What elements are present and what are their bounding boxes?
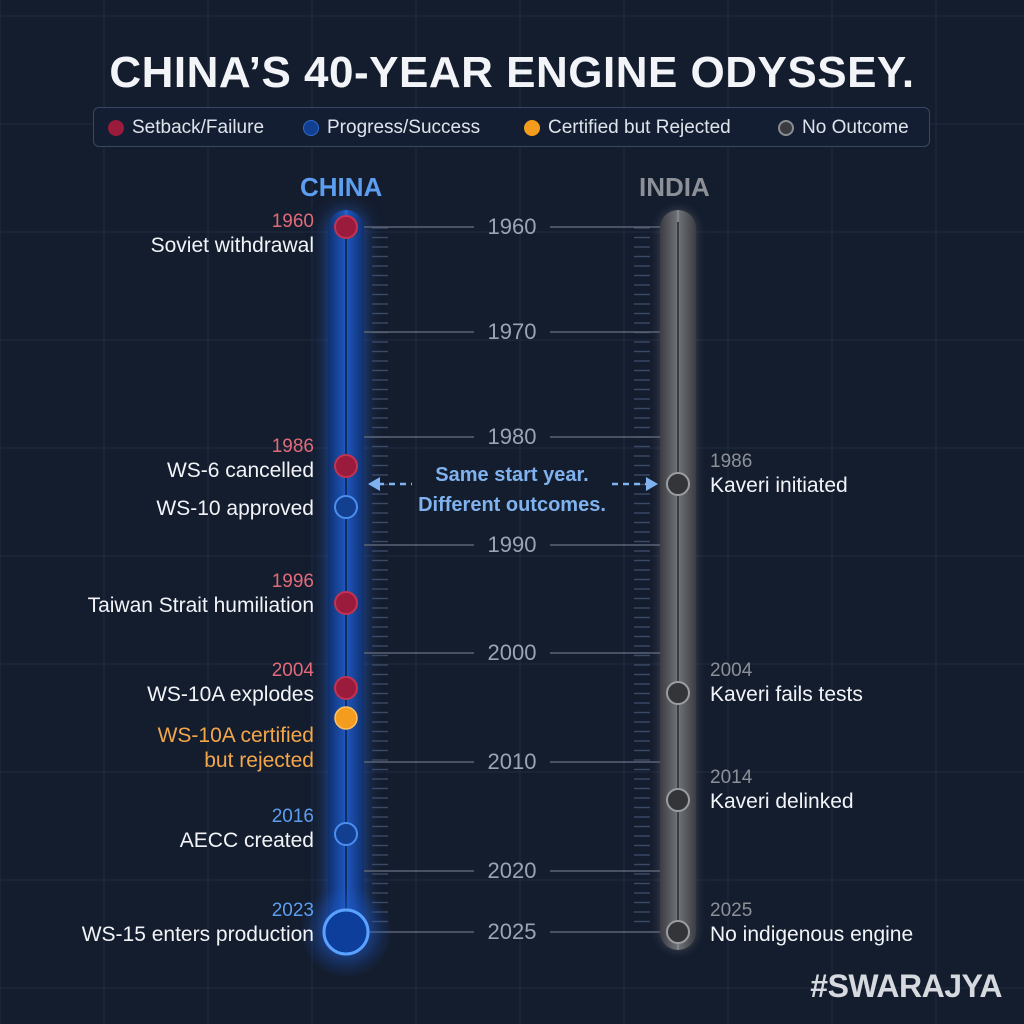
legend-label: Certified but Rejected xyxy=(548,117,731,138)
china-event-label: Taiwan Strait humiliation xyxy=(87,594,314,617)
year-axis-label: 2010 xyxy=(487,749,537,774)
annotation-line: Same start year. xyxy=(435,464,589,486)
event-year: 1986 xyxy=(271,436,314,457)
no-outcome-marker xyxy=(666,472,690,496)
india-event-label: No indigenous engine xyxy=(710,923,914,946)
year-axis-label: 1960 xyxy=(487,214,537,239)
legend-label: Setback/Failure xyxy=(132,117,265,138)
china-event-label-rejected: WS-10A certified xyxy=(157,724,314,747)
event-year: 2004 xyxy=(271,660,314,681)
infographic-title: CHINA’S 40-YEAR ENGINE ODYSSEY. xyxy=(109,48,915,97)
event-year: 1986 xyxy=(710,451,753,472)
setback-marker xyxy=(334,591,358,615)
swarajya-watermark: #SWARAJYA xyxy=(810,968,1002,1004)
no-outcome-marker xyxy=(666,788,690,812)
rejected-dot-icon xyxy=(524,120,540,136)
china-event-label-rejected: but rejected xyxy=(204,749,314,772)
setback-marker xyxy=(334,215,358,239)
year-axis-label: 2025 xyxy=(487,919,537,944)
comparison-annotation: Same start year. Different outcomes. xyxy=(400,460,624,520)
year-axis-label: 1970 xyxy=(487,319,537,344)
india-event-label: Kaveri initiated xyxy=(710,474,848,497)
legend-item-no-outcome: No Outcome xyxy=(778,108,909,148)
china-column-heading: CHINA xyxy=(300,172,383,202)
india-column-heading: INDIA xyxy=(639,172,710,202)
no-outcome-marker xyxy=(666,920,690,944)
event-year: 2014 xyxy=(710,767,753,788)
india-event-label: Kaveri delinked xyxy=(710,790,854,813)
china-event-label: WS-10A explodes xyxy=(147,683,314,706)
china-event-label: WS-15 enters production xyxy=(81,923,314,946)
setback-marker xyxy=(334,676,358,700)
major-progress-marker xyxy=(322,908,370,956)
legend-label: Progress/Success xyxy=(327,117,481,138)
india-event-label: Kaveri fails tests xyxy=(710,683,863,706)
event-year: 2004 xyxy=(710,660,753,681)
event-year: 1996 xyxy=(271,571,314,592)
event-year: 2023 xyxy=(271,900,314,921)
year-axis-label: 1980 xyxy=(487,424,537,449)
no-outcome-marker xyxy=(666,681,690,705)
legend-item-setback: Setback/Failure xyxy=(108,108,264,148)
annotation-line: Different outcomes. xyxy=(418,494,606,516)
progress-marker xyxy=(334,495,358,519)
year-axis-label: 2020 xyxy=(487,858,537,883)
setback-dot-icon xyxy=(108,120,124,136)
year-axis-label: 1990 xyxy=(487,532,537,557)
event-year: 2025 xyxy=(710,900,753,921)
china-event-label: WS-10 approved xyxy=(156,497,314,520)
china-event-label: AECC created xyxy=(179,829,314,852)
event-year: 1960 xyxy=(271,211,314,232)
legend-label: No Outcome xyxy=(802,117,909,138)
china-event-label: Soviet withdrawal xyxy=(150,234,314,257)
legend: Setback/Failure Progress/Success Certifi… xyxy=(93,107,930,147)
no-outcome-dot-icon xyxy=(778,120,794,136)
setback-marker xyxy=(334,454,358,478)
legend-item-rejected: Certified but Rejected xyxy=(524,108,731,148)
year-axis-label: 2000 xyxy=(487,640,537,665)
progress-marker xyxy=(334,822,358,846)
comparison-arrow xyxy=(368,477,658,491)
legend-item-progress: Progress/Success xyxy=(303,108,480,148)
china-event-label: WS-6 cancelled xyxy=(166,459,314,482)
rejected-marker xyxy=(334,706,358,730)
event-year: 2016 xyxy=(271,806,314,827)
progress-dot-icon xyxy=(303,120,319,136)
